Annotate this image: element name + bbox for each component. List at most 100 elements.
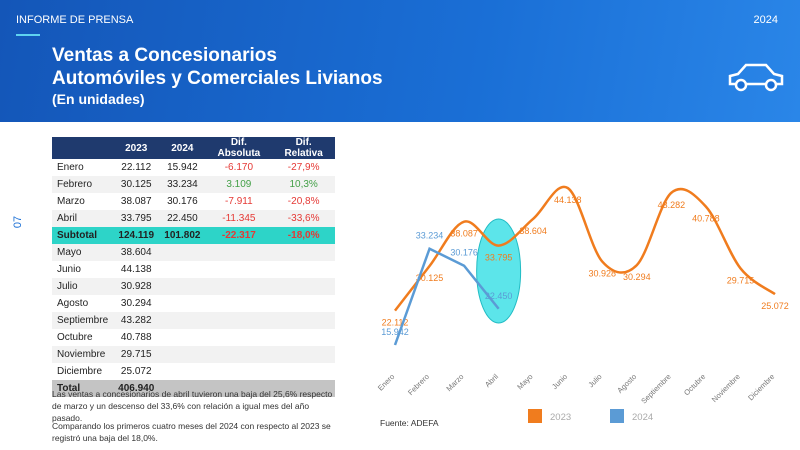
table-cell: -7.911 bbox=[225, 196, 253, 207]
chart: 22.112 30.125 38.087 33.795 38.604 44.138 30.9… bbox=[376, 185, 789, 423]
legend-label: 2023 bbox=[550, 412, 571, 423]
legend-swatch bbox=[610, 409, 624, 423]
accent bbox=[16, 34, 40, 36]
data-label: 30.928 bbox=[589, 269, 617, 279]
table-cell: -33,6% bbox=[287, 213, 320, 224]
table-cell bbox=[159, 346, 205, 363]
paragraph: Comparando los primeros cuatro meses del… bbox=[52, 421, 331, 443]
header-cell: Dif. Relativa bbox=[272, 137, 335, 159]
data-label: 43.282 bbox=[658, 200, 686, 210]
table-cell bbox=[272, 278, 335, 295]
table-row: Marzo 38.087 30.176 -7.911 -20,8% bbox=[52, 193, 335, 210]
data-label: 29.715 bbox=[727, 275, 755, 285]
table-row: Septiembre 43.282 bbox=[52, 312, 335, 329]
table-cell bbox=[272, 295, 335, 312]
legend-label: 2024 bbox=[632, 412, 653, 423]
table-cell: Enero bbox=[57, 162, 84, 173]
table-row: Total 406.940 bbox=[52, 380, 335, 397]
table-cell bbox=[159, 261, 205, 278]
x-tick-label: Octubre bbox=[682, 372, 707, 397]
table-cell: 406.940 bbox=[118, 383, 155, 394]
table-cell: -27,9% bbox=[287, 162, 320, 173]
x-tick-label: Septiembre bbox=[639, 372, 672, 405]
table-cell bbox=[205, 244, 272, 261]
table-cell: Mayo bbox=[57, 247, 82, 258]
table-cell: Total bbox=[57, 383, 81, 394]
table-cell bbox=[159, 278, 205, 295]
table-cell bbox=[159, 312, 205, 329]
table-cell bbox=[159, 244, 205, 261]
x-tick-label: Noviembre bbox=[710, 372, 742, 404]
table-cell bbox=[272, 346, 335, 363]
data-label: 22.112 bbox=[382, 318, 409, 328]
data-label: 44.138 bbox=[554, 195, 582, 205]
table-cell: 22.112 bbox=[121, 162, 152, 173]
x-tick-label: Julio bbox=[586, 372, 603, 389]
x-tick-label: Enero bbox=[376, 372, 397, 393]
table-cell: 33.234 bbox=[167, 179, 198, 190]
table-cell: 3.109 bbox=[226, 179, 252, 190]
table-cell: 43.282 bbox=[120, 315, 152, 326]
table-cell bbox=[272, 329, 335, 346]
table-cell bbox=[159, 295, 205, 312]
table-cell: Septiembre bbox=[57, 315, 109, 326]
table-cell: 124.119 bbox=[118, 230, 155, 241]
table-cell: 25.072 bbox=[120, 366, 152, 377]
table-row: Diciembre 25.072 bbox=[52, 363, 335, 380]
data-label: 40.788 bbox=[692, 214, 720, 224]
data-label: 15.942 bbox=[381, 327, 409, 337]
table-cell bbox=[205, 312, 272, 329]
table-cell: Subtotal bbox=[57, 230, 97, 241]
table-cell: 38.087 bbox=[120, 196, 152, 207]
table-row: Mayo 38.604 bbox=[52, 244, 335, 261]
table-cell: 40.788 bbox=[120, 332, 152, 343]
table-cell bbox=[272, 363, 335, 380]
data-label: 38.604 bbox=[519, 226, 547, 236]
table-cell: 22.450 bbox=[167, 213, 198, 224]
table-cell: Noviembre bbox=[57, 349, 106, 360]
table-cell: Octubre bbox=[57, 332, 93, 343]
table-cell: Junio bbox=[57, 264, 81, 275]
header-cell: 2023 bbox=[113, 137, 160, 159]
title-line: Automóviles y Comerciales Livianos bbox=[52, 68, 383, 89]
table-row: Junio 44.138 bbox=[52, 261, 335, 278]
table-cell: 29.715 bbox=[120, 349, 152, 360]
data-label: 33.234 bbox=[416, 231, 444, 241]
data-label: 30.294 bbox=[623, 272, 651, 282]
table-cell bbox=[205, 295, 272, 312]
table-row: Subtotal 124.119 101.802 -22.317 -18,0% bbox=[52, 227, 335, 244]
header-cell bbox=[52, 137, 114, 159]
table-cell: 44.138 bbox=[120, 264, 152, 275]
table-cell bbox=[272, 244, 335, 261]
table-row: Agosto 30.294 bbox=[52, 295, 335, 312]
header: INFORME DE PRENSA 2024 Ventas a Concesio… bbox=[0, 0, 800, 122]
data-label: 38.087 bbox=[450, 229, 478, 239]
year: 2024 bbox=[753, 14, 778, 26]
table-cell: Julio bbox=[57, 281, 78, 292]
table-row: Noviembre 29.715 bbox=[52, 346, 335, 363]
table-cell: -6.170 bbox=[224, 162, 254, 173]
table-cell: Febrero bbox=[57, 179, 93, 190]
table-cell: -11.345 bbox=[222, 213, 256, 224]
table-cell bbox=[205, 346, 272, 363]
table-row: Enero 22.112 15.942 -6.170 -27,9% bbox=[52, 159, 335, 176]
table-row: Abril 33.795 22.450 -11.345 -33,6% bbox=[52, 210, 335, 227]
x-tick-label: Marzo bbox=[444, 372, 465, 393]
subtitle: (En unidades) bbox=[52, 91, 145, 107]
table-cell: 30.176 bbox=[167, 196, 198, 207]
table-row: Julio 30.928 bbox=[52, 278, 335, 295]
table-cell: 33.795 bbox=[120, 213, 152, 224]
x-tick-label: Diciembre bbox=[746, 372, 776, 402]
header-cell: Dif. Absoluta bbox=[205, 137, 273, 159]
table-cell: -20,8% bbox=[287, 196, 320, 207]
table-cell: 30.125 bbox=[120, 179, 152, 190]
table-cell: 38.604 bbox=[120, 247, 152, 258]
data-label: 30.125 bbox=[416, 273, 444, 283]
table-cell: 10,3% bbox=[289, 179, 318, 190]
x-tick-label: Abril bbox=[483, 372, 500, 389]
x-tick-label: Agosto bbox=[615, 372, 638, 395]
data-label: 25.072 bbox=[761, 301, 789, 311]
table-cell bbox=[272, 261, 335, 278]
table-cell: Marzo bbox=[57, 196, 85, 207]
